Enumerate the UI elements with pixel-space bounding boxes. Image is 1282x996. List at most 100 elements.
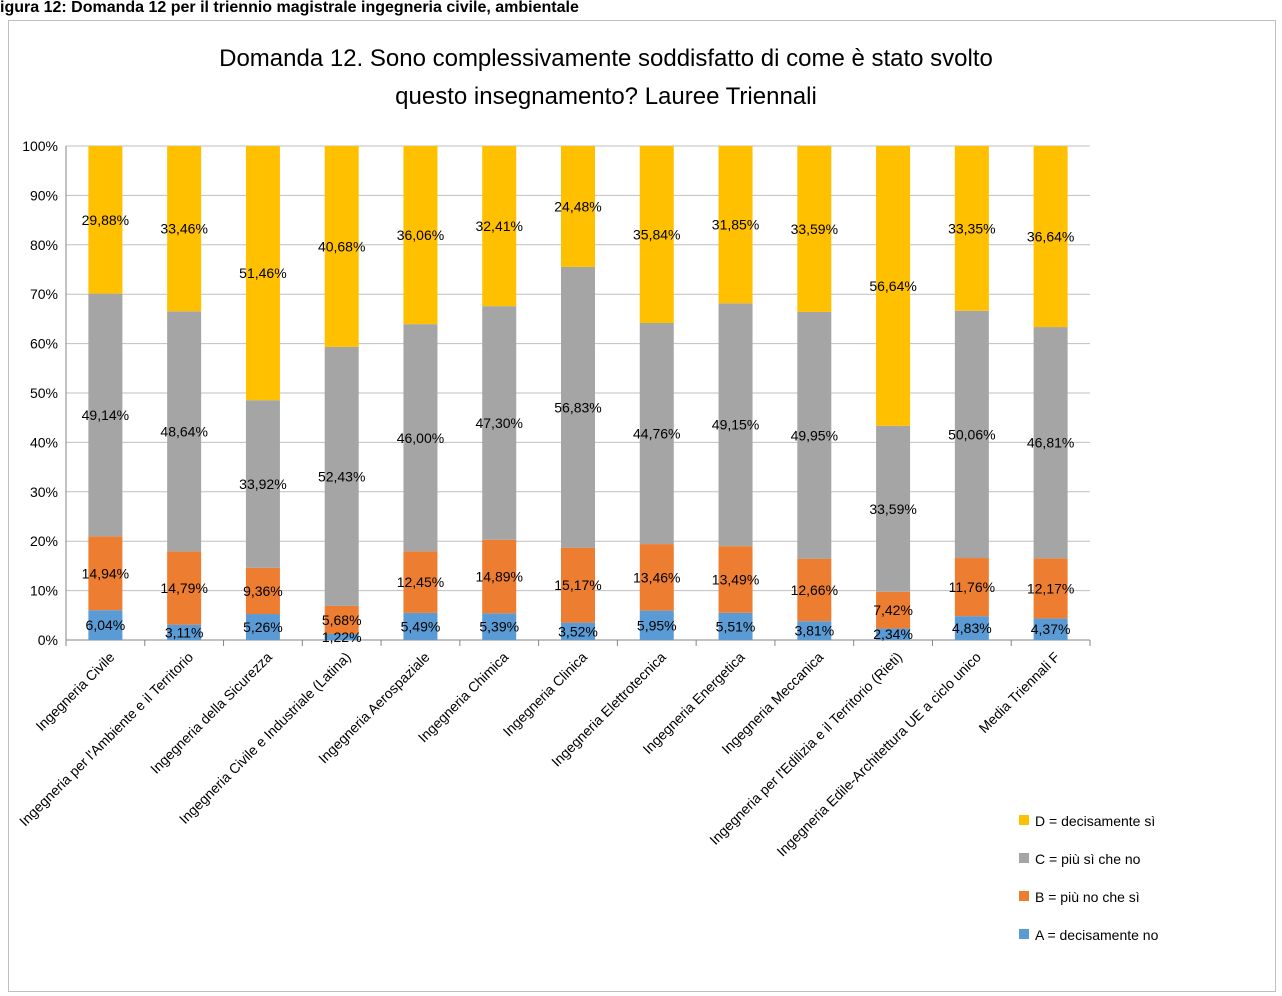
bar-segment	[88, 536, 123, 611]
y-tick-label: 0%	[38, 632, 58, 648]
data-label: 13,46%	[633, 569, 680, 585]
bar-segment	[797, 621, 832, 640]
bar-segment	[954, 616, 989, 640]
bar-segment	[1033, 618, 1068, 640]
bar-segment	[403, 551, 438, 613]
data-label: 32,41%	[475, 218, 522, 234]
bar-segment	[245, 614, 280, 640]
bar-segment	[954, 146, 989, 311]
bar-segment	[797, 311, 832, 559]
legend-label: A = decisamente no	[1035, 927, 1159, 943]
data-label: 51,46%	[239, 265, 286, 281]
legend-label: D = decisamente sì	[1035, 813, 1155, 829]
data-label: 5,68%	[322, 612, 362, 628]
bar-segment	[561, 622, 595, 640]
bar-segment	[561, 547, 595, 623]
legend-swatch	[1019, 815, 1029, 825]
y-tick-label: 60%	[30, 336, 58, 352]
data-label: 49,14%	[82, 407, 129, 423]
bar-segment	[167, 551, 202, 625]
data-label: 4,37%	[1031, 621, 1071, 637]
bar-segment	[561, 146, 595, 267]
data-label: 36,06%	[397, 227, 444, 243]
data-label: 5,39%	[479, 619, 519, 635]
bar-segment	[718, 146, 753, 304]
bar-segment	[797, 145, 832, 312]
data-label: 7,42%	[873, 602, 913, 618]
data-label: 33,46%	[160, 221, 207, 237]
bar-segment	[88, 610, 123, 640]
y-tick-label: 80%	[30, 237, 58, 253]
legend-label: B = più no che sì	[1035, 889, 1140, 905]
data-label: 15,17%	[554, 577, 601, 593]
bar-segment	[876, 591, 911, 629]
data-label: 5,49%	[401, 618, 441, 634]
data-label: 33,59%	[869, 501, 916, 517]
data-label: 14,94%	[82, 565, 129, 581]
data-label: 5,26%	[243, 619, 283, 635]
data-label: 6,04%	[86, 617, 126, 633]
data-label: 5,51%	[716, 618, 756, 634]
bar-segment	[561, 266, 595, 548]
data-label: 44,76%	[633, 426, 680, 442]
legend: D = decisamente sì C = più sì che no B = p…	[1019, 813, 1159, 943]
data-labels: 6,04% 14,94% 49,14% 29,88% 3,11% 14,79% 48,64%…	[82, 198, 1075, 645]
data-label: 31,85%	[712, 217, 759, 233]
bar-segment	[324, 633, 359, 640]
bar-segment	[482, 613, 517, 640]
bar-segment	[245, 146, 280, 401]
data-label: 56,64%	[869, 278, 916, 294]
chart-title: Domanda 12. Sono complessivamente soddis…	[219, 45, 993, 110]
bar-segment	[954, 310, 989, 559]
bar-segment	[876, 425, 911, 592]
bar-segment	[1033, 558, 1068, 619]
data-label: 47,30%	[475, 415, 522, 431]
bar-segment	[324, 145, 359, 347]
legend-swatch	[1019, 891, 1029, 901]
data-label: 14,79%	[160, 580, 207, 596]
bar-segment	[1033, 146, 1068, 328]
x-category-label: Ingegneria Clinica	[500, 649, 591, 740]
x-category-label: Media Triennali F	[975, 649, 1062, 736]
data-label: 3,52%	[558, 623, 598, 639]
data-label: 14,89%	[475, 569, 522, 585]
data-label: 29,88%	[82, 212, 129, 228]
data-label: 1,22%	[322, 629, 362, 645]
data-label: 24,48%	[554, 198, 601, 214]
y-tick-label: 90%	[30, 187, 58, 203]
bar-segment	[797, 558, 832, 622]
data-label: 12,66%	[791, 582, 838, 598]
bar-segment	[482, 306, 517, 540]
bar-segment	[167, 624, 202, 640]
x-category-label: Ingegneria per l'Ambiente e il Territori…	[16, 649, 196, 829]
legend-swatch	[1019, 853, 1029, 863]
y-tick-label: 100%	[22, 138, 58, 154]
bar-segment	[88, 146, 123, 294]
bars	[88, 145, 1068, 640]
bar-segment	[324, 605, 359, 634]
data-label: 33,92%	[239, 476, 286, 492]
bar-segment	[639, 145, 674, 324]
data-label: 2,34%	[873, 626, 913, 642]
bar-segment	[876, 628, 911, 640]
bar-segment	[876, 146, 911, 426]
bar-segment	[718, 546, 753, 613]
data-label: 48,64%	[160, 423, 207, 439]
data-label: 4,83%	[952, 620, 992, 636]
y-tick-label: 20%	[30, 533, 58, 549]
bar-segment	[403, 324, 438, 552]
bar-segment	[167, 311, 202, 552]
data-label: 13,49%	[712, 571, 759, 587]
data-label: 49,95%	[791, 427, 838, 443]
data-label: 33,59%	[791, 221, 838, 237]
y-tick-label: 10%	[30, 583, 58, 599]
y-tick-label: 40%	[30, 434, 58, 450]
data-label: 46,81%	[1027, 435, 1074, 451]
y-tick-label: 50%	[30, 385, 58, 401]
bar-segment	[954, 558, 989, 617]
data-label: 50,06%	[948, 426, 995, 442]
data-label: 9,36%	[243, 583, 283, 599]
data-label: 40,68%	[318, 238, 365, 254]
x-category-label: Ingegneria Civile e Industriale (Latina)	[176, 649, 354, 827]
